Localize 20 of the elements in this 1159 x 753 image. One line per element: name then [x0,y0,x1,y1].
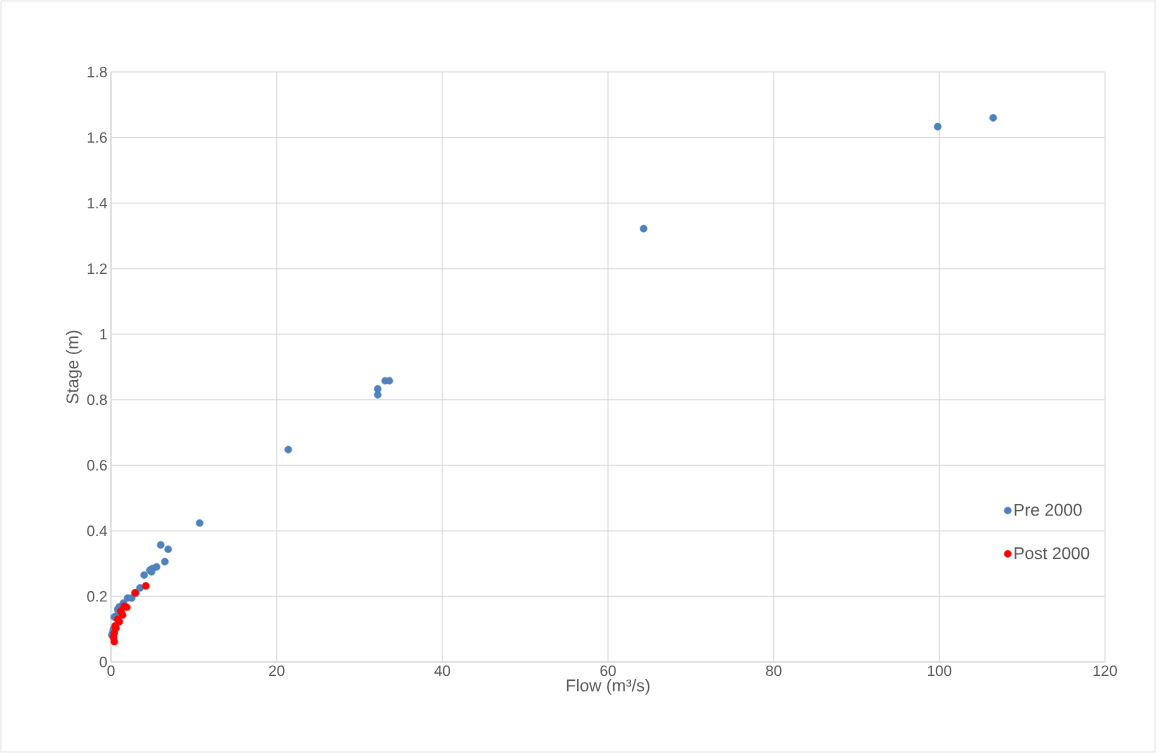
x-tick-label: 60 [600,665,616,677]
y-tick-label: 1.4 [87,197,108,209]
y-tick-label: 0.8 [87,394,107,406]
legend-label: Pre 2000 [1014,503,1082,516]
y-tick-label: 0.6 [87,460,107,471]
y-tick-label: 1.6 [87,132,107,143]
y-tick-label: 0.2 [87,591,107,602]
x-tick-label: 20 [269,665,285,677]
x-tick-label: 120 [1093,665,1117,677]
y-tick-label: 1.8 [87,66,107,78]
x-axis-title: Flow (m³/s) [566,678,650,695]
y-axis-title: Stage (m) [65,330,82,404]
y-tick-label: 1.2 [87,263,107,274]
x-tick-label: 80 [765,665,782,677]
x-tick-label: 40 [434,665,451,677]
legend-label: Post 2000 [1014,547,1090,560]
y-tick-label: 1 [100,329,107,340]
x-tick-label: 100 [927,665,952,677]
y-tick-label: 0.4 [87,525,108,537]
y-tick-label: 0 [99,656,107,668]
